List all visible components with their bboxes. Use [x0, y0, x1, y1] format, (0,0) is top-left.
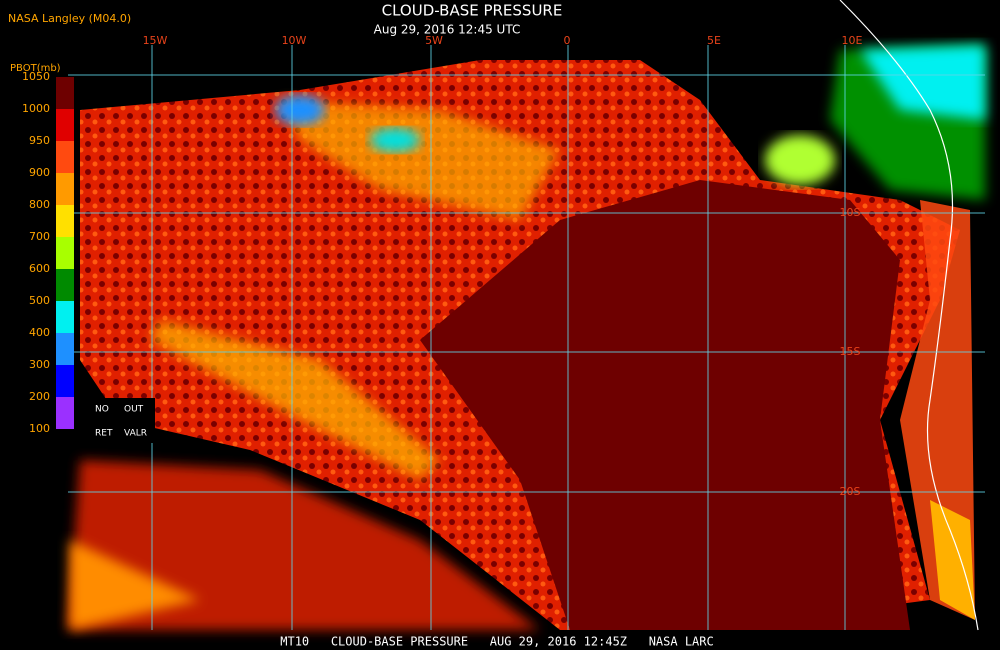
legend-swatch [56, 109, 74, 141]
legend-tick-label: 500 [29, 294, 50, 307]
legend-swatch [56, 205, 74, 237]
legend-swatch [56, 397, 74, 429]
legend-tick-label: 1000 [22, 102, 50, 115]
legend-swatch [56, 301, 74, 333]
legend-swatch [56, 365, 74, 397]
legend-tick-label: 950 [29, 134, 50, 147]
legend-tick-label: 300 [29, 358, 50, 371]
lat-label: 20S [840, 485, 861, 498]
legend-tick-label: 100 [29, 422, 50, 435]
satellite-imagery [68, 0, 985, 631]
legend-tick-label: 200 [29, 390, 50, 403]
legend-note: OUT [124, 405, 144, 415]
legend-note: RET [95, 429, 113, 439]
legend-tick-label: 900 [29, 166, 50, 179]
lon-label: 10W [282, 34, 307, 47]
legend-note: VALR [124, 429, 147, 439]
legend-tick-label: 1050 [22, 70, 50, 83]
lat-label: 15S [840, 345, 861, 358]
lat-labels: 10S 15S 20S [840, 206, 861, 498]
lon-label: 15W [143, 34, 168, 47]
legend-swatch [56, 77, 74, 109]
timestamp: Aug 29, 2016 12:45 UTC [374, 23, 521, 37]
lon-label: 5W [425, 34, 443, 47]
footer: MT10 CLOUD-BASE PRESSURE AUG 29, 2016 12… [280, 635, 713, 649]
legend-note: NO [95, 405, 109, 415]
lon-label: 0 [564, 34, 571, 47]
graticule [68, 45, 985, 630]
legend-swatch [56, 269, 74, 301]
legend-swatch [56, 173, 74, 205]
legend-swatch [56, 141, 74, 173]
legend: 1050 1000 950 900 800 700 600 500 400 300 200 100 NO… [22, 70, 155, 443]
legend-tick-label: 800 [29, 198, 50, 211]
legend-title: PBOT(mb) [10, 63, 61, 74]
legend-tick-label: 400 [29, 326, 50, 339]
lat-label: 10S [840, 206, 861, 219]
lon-label: 10E [842, 34, 863, 47]
lon-label: 5E [707, 34, 721, 47]
title: CLOUD-BASE PRESSURE [382, 2, 563, 20]
lon-labels: 15W 10W 5W 0 5E 10E [143, 34, 863, 47]
legend-swatch [56, 333, 74, 365]
agency: NASA Langley (M04.0) [8, 12, 131, 25]
legend-tick-label: 600 [29, 262, 50, 275]
legend-swatch [56, 237, 74, 269]
legend-tick-label: 700 [29, 230, 50, 243]
